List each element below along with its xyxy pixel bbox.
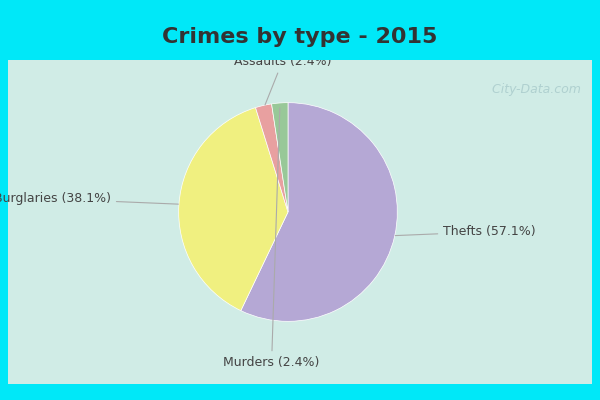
Text: Thefts (57.1%): Thefts (57.1%) [395, 225, 536, 238]
Text: Assaults (2.4%): Assaults (2.4%) [234, 55, 331, 105]
Text: City-Data.com: City-Data.com [488, 83, 581, 96]
Wedge shape [256, 104, 288, 212]
Text: Burglaries (38.1%): Burglaries (38.1%) [0, 192, 178, 205]
Text: Crimes by type - 2015: Crimes by type - 2015 [163, 26, 437, 47]
Wedge shape [179, 108, 288, 311]
Text: Murders (2.4%): Murders (2.4%) [223, 108, 320, 369]
Wedge shape [272, 103, 288, 212]
Wedge shape [241, 103, 397, 321]
